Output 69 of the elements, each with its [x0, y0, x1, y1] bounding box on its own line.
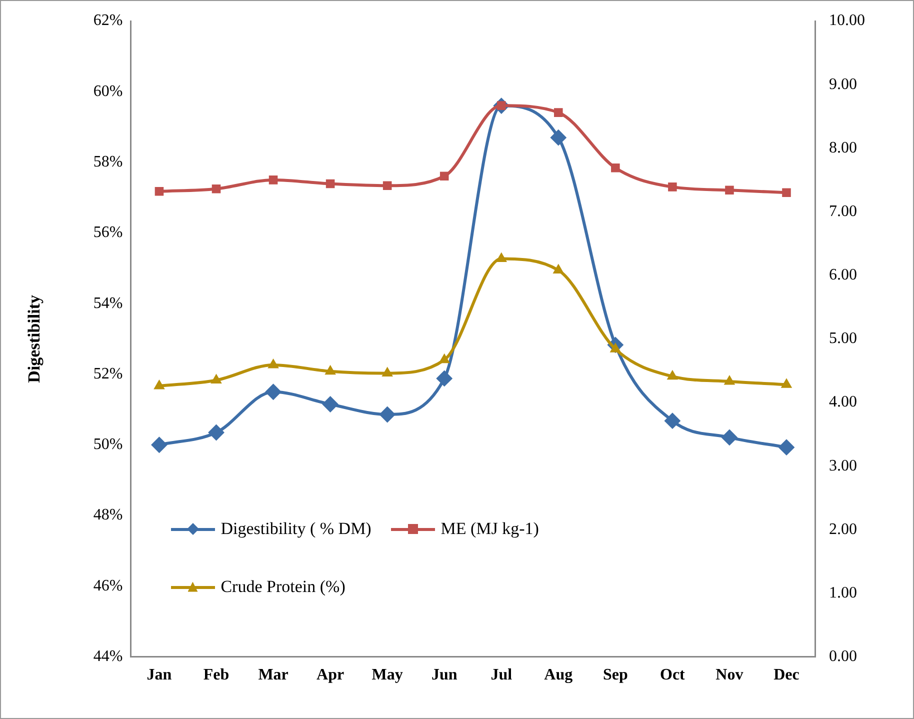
point [211, 374, 222, 384]
x-tick-label: Mar [258, 666, 288, 684]
y-axis-title: Digestibility [24, 294, 44, 383]
point [439, 354, 450, 364]
y-tick-label: 54% [93, 294, 123, 312]
point [379, 406, 396, 422]
y-tick-label: 48% [93, 506, 123, 524]
y-tick-label: 62% [93, 12, 123, 30]
point [440, 172, 449, 181]
point [154, 187, 164, 196]
point [212, 184, 221, 194]
y2-tick-label: 1.00 [829, 584, 857, 602]
point [325, 365, 336, 375]
y-tick-label: 46% [93, 577, 123, 594]
point [436, 370, 452, 386]
y-tick-label: 50% [93, 436, 123, 454]
y-tick-label: 56% [93, 224, 123, 242]
y-tick-label: 58% [93, 153, 123, 170]
y2-tick-label: 7.00 [829, 202, 857, 220]
point [721, 429, 738, 446]
y2-tick-label: 0.00 [829, 648, 857, 666]
point [611, 163, 620, 172]
y-tick-label: 60% [93, 82, 123, 100]
point [725, 186, 734, 195]
y2-tick-label: 4.00 [829, 394, 857, 411]
y2-tick-label: 9.00 [829, 76, 857, 93]
legend-label: Crude Protein (%) [220, 576, 346, 597]
x-tick-label: Jun [431, 666, 458, 684]
y-tick-label: 52% [93, 365, 123, 382]
point [782, 188, 791, 198]
point [265, 384, 282, 400]
point [268, 176, 278, 184]
point [668, 182, 677, 192]
point [151, 436, 168, 453]
point [154, 380, 165, 390]
x-tick-label: Jul [490, 666, 513, 684]
y2-tick-label: 8.00 [829, 139, 857, 156]
x-tick-label: Sep [602, 666, 628, 684]
point [382, 367, 393, 376]
y2-tick-label: 6.00 [829, 266, 857, 284]
point [667, 370, 678, 380]
point [268, 358, 279, 368]
x-tick-label: Aug [544, 666, 573, 684]
y2-tick-label: 5.00 [829, 330, 857, 348]
point [326, 179, 335, 188]
y2-tick-label: 2.00 [829, 520, 857, 538]
legend-label: ME (MJ kg-1) [440, 518, 539, 539]
y-tick-label: 44% [93, 648, 123, 666]
x-tick-label: Feb [203, 666, 230, 684]
point [208, 424, 224, 441]
point [554, 108, 563, 117]
point [724, 376, 735, 385]
x-tick-label: Oct [660, 666, 686, 684]
point [496, 252, 507, 262]
point [382, 181, 392, 190]
point [664, 412, 680, 429]
point [778, 439, 794, 456]
point [781, 378, 792, 388]
x-tick-label: Nov [716, 666, 744, 684]
point [550, 130, 566, 146]
x-tick-label: Apr [316, 666, 344, 684]
x-tick-label: Dec [774, 666, 800, 684]
y2-tick-label: 10.00 [829, 12, 865, 30]
legend-label: Digestibility ( % DM) [220, 518, 372, 539]
x-tick-label: May [372, 666, 403, 684]
y2-tick-label: 3.00 [829, 457, 857, 474]
x-tick-label: Jan [146, 666, 172, 684]
point [322, 396, 338, 412]
point [553, 264, 564, 274]
